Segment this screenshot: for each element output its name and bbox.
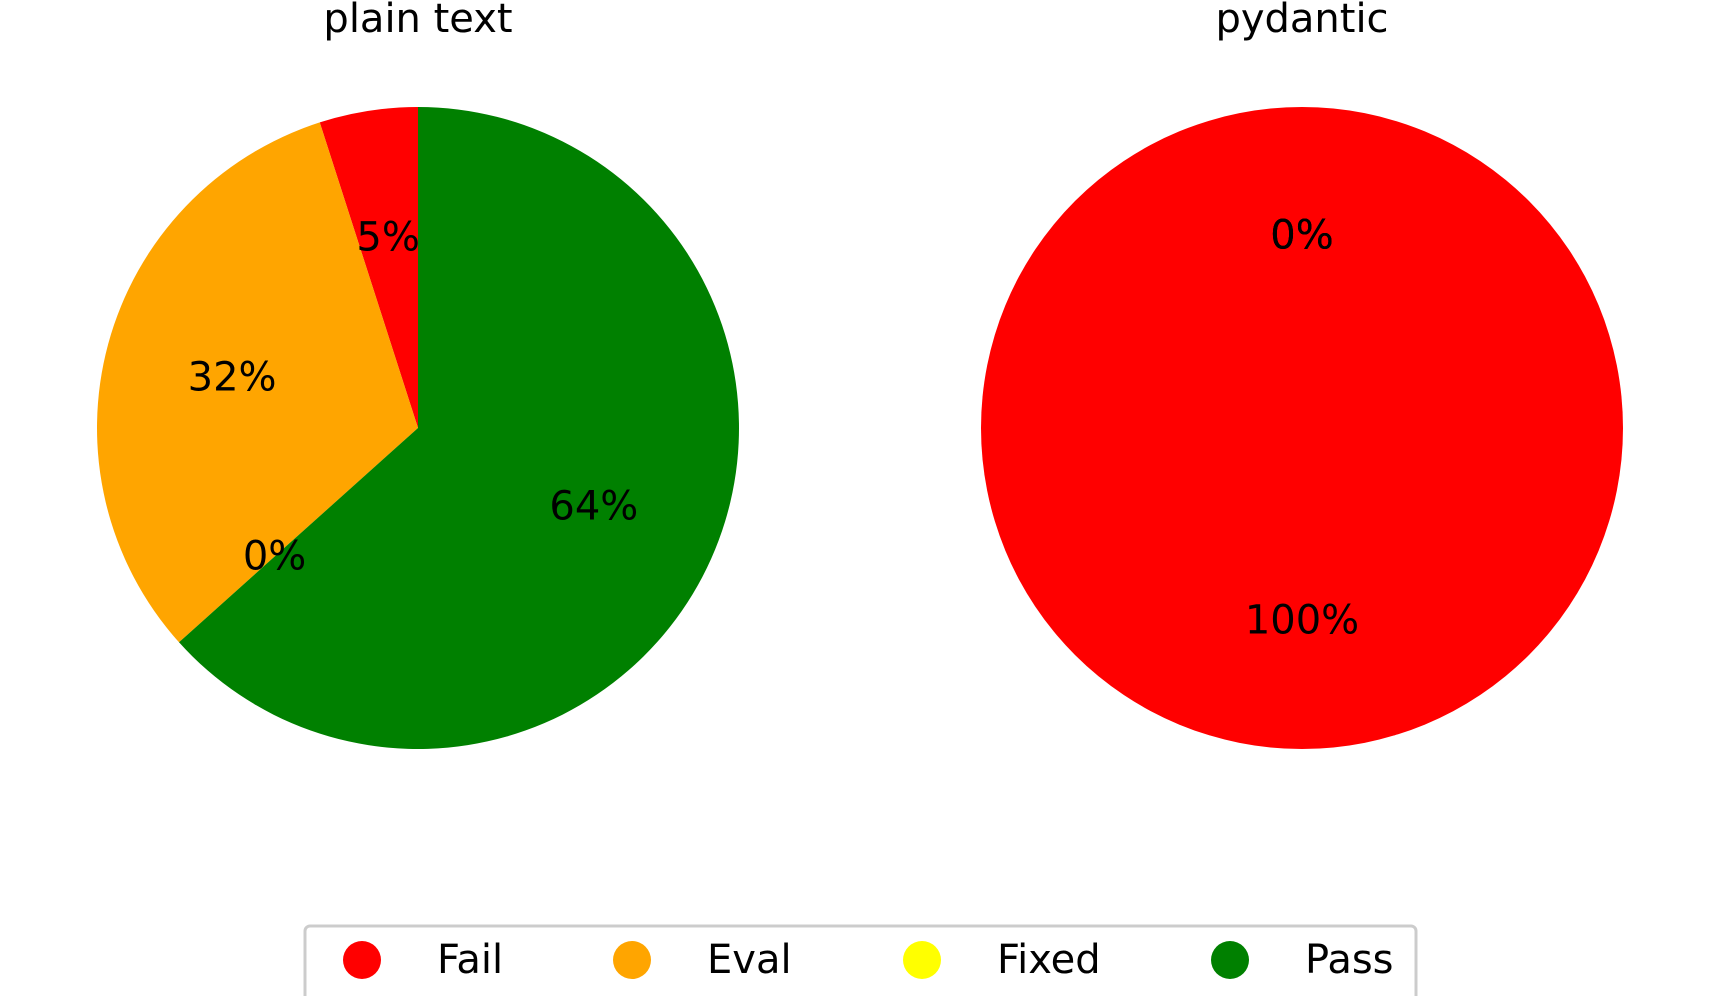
legend-marker-fixed xyxy=(903,941,941,979)
legend-marker-fail xyxy=(343,941,381,979)
legend-label-pass: Pass xyxy=(1305,937,1394,983)
pie-slice-fail xyxy=(981,107,1623,749)
pie-plain-text: 5% 32% 0% 64% plain text xyxy=(97,0,739,749)
pie-label-fixed: 0% xyxy=(1270,212,1333,258)
chart-title: plain text xyxy=(323,0,512,42)
pie-slice-pass xyxy=(179,106,739,749)
pie-pydantic: 100%0%0%0%pydantic xyxy=(981,0,1623,749)
legend-marker-pass xyxy=(1211,941,1249,979)
legend-frame xyxy=(303,924,1418,996)
legend-label-fixed: Fixed xyxy=(997,937,1101,983)
pie-label-pass: 64% xyxy=(549,484,638,530)
chart-title: pydantic xyxy=(1215,0,1388,42)
pie-label-eval: 32% xyxy=(188,355,277,401)
pie-label-fail: 100% xyxy=(1245,598,1359,644)
pie-label-fail: 5% xyxy=(356,215,419,261)
legend: Fail Eval Fixed Pass xyxy=(303,924,1418,996)
pie-label-fixed: 0% xyxy=(243,534,306,580)
pie-label-pass: 0% xyxy=(1270,212,1333,258)
pie-slice-eval xyxy=(97,122,419,643)
legend-label-eval: Eval xyxy=(707,937,792,983)
pie-slice-fail xyxy=(319,107,418,428)
legend-label-fail: Fail xyxy=(437,937,503,983)
pie-label-eval: 0% xyxy=(1270,212,1333,258)
legend-marker-eval xyxy=(613,941,651,979)
